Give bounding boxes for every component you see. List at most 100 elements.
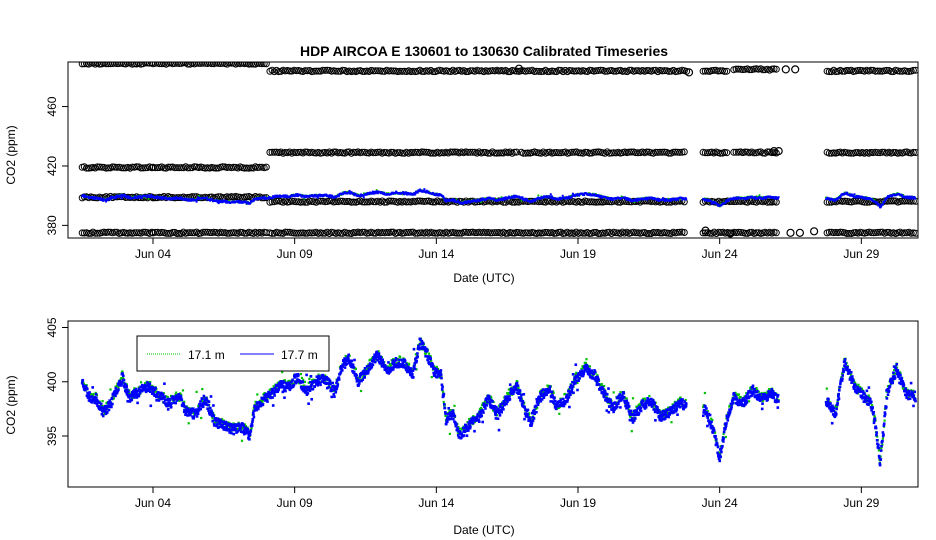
- calibration-point: [661, 67, 669, 75]
- calibration-point: [513, 198, 521, 206]
- calibration-point: [98, 62, 106, 68]
- calibration-point: [449, 148, 457, 156]
- calibration-point: [175, 62, 183, 67]
- trace-point: [209, 199, 212, 202]
- calibration-point: [625, 66, 633, 74]
- trace-point: [502, 198, 505, 201]
- trace-point: [84, 384, 88, 388]
- trace-point: [626, 199, 629, 201]
- trace-point: [668, 198, 671, 201]
- trace-point: [354, 367, 357, 371]
- trace-point: [529, 201, 532, 204]
- trace-point: [684, 197, 687, 200]
- trace-point: [202, 396, 206, 400]
- calibration-point: [414, 197, 422, 205]
- trace-point: [122, 193, 125, 196]
- trace-point: [906, 197, 909, 200]
- trace-point: [548, 195, 551, 198]
- trace-point: [561, 197, 564, 199]
- trace-point: [371, 192, 374, 195]
- trace-point: [303, 197, 306, 200]
- calibration-point: [508, 198, 516, 206]
- trace-point: [425, 351, 428, 354]
- trace-point: [571, 194, 574, 197]
- calibration-point: [372, 67, 380, 75]
- calibration-point: [394, 149, 402, 157]
- calibration-point: [716, 149, 724, 157]
- trace-point: [636, 197, 639, 200]
- trace-point: [736, 197, 739, 200]
- calibration-point: [912, 66, 918, 74]
- trace-point: [746, 197, 749, 200]
- calibration-point: [555, 66, 563, 74]
- trace-point: [362, 196, 365, 199]
- trace-point: [629, 416, 632, 419]
- trace-point: [427, 352, 431, 355]
- calibration-point: [493, 149, 501, 157]
- calibration-point: [699, 229, 707, 237]
- calibration-point: [102, 164, 110, 172]
- calibration-point: [102, 62, 110, 68]
- trace-point: [124, 387, 127, 390]
- calibration-point: [251, 62, 259, 68]
- calibration-point: [212, 164, 220, 172]
- calibration-point: [594, 198, 602, 206]
- trace-point: [152, 195, 155, 198]
- calibration-point: [464, 229, 472, 236]
- trace-point: [532, 198, 535, 201]
- trace-point: [501, 199, 504, 201]
- calibration-point: [759, 66, 767, 74]
- trace-point: [671, 403, 674, 406]
- calibration-point: [658, 148, 666, 156]
- calibration-point: [429, 198, 437, 206]
- trace-point: [873, 200, 876, 203]
- trace-point: [195, 200, 198, 203]
- trace-point: [576, 381, 579, 385]
- trace-point: [438, 193, 441, 196]
- calibration-point: [541, 228, 549, 236]
- trace-point: [191, 198, 194, 201]
- calibration-point: [721, 67, 729, 75]
- trace-point: [414, 192, 417, 195]
- calibration-point: [597, 198, 604, 206]
- trace-point: [567, 388, 570, 391]
- trace-point: [449, 409, 452, 412]
- trace-point: [533, 199, 536, 202]
- calibration-point: [370, 229, 377, 237]
- calibration-point: [845, 229, 853, 237]
- x-tick-label: Jun 19: [560, 496, 596, 510]
- y-tick-label: 460: [45, 96, 59, 116]
- trace-point: [122, 194, 124, 197]
- calibration-point: [586, 230, 593, 237]
- trace-point: [645, 196, 648, 199]
- trace-point: [154, 390, 157, 393]
- calibration-point: [466, 148, 474, 156]
- trace-point: [263, 392, 266, 395]
- trace-point: [645, 198, 647, 201]
- trace-point: [315, 194, 318, 197]
- trace-point: [597, 194, 600, 197]
- trace-point: [91, 386, 94, 389]
- trace-point: [354, 193, 357, 196]
- trace-point: [550, 392, 553, 395]
- calibration-point: [96, 163, 104, 171]
- trace-point: [611, 197, 614, 200]
- trace-point: [168, 197, 171, 200]
- stray-point: [791, 65, 800, 74]
- calibration-point: [308, 229, 316, 237]
- calibration-point: [254, 164, 262, 171]
- trace-point: [756, 195, 759, 198]
- trace-point: [425, 189, 428, 192]
- trace-point: [188, 199, 191, 202]
- calibration-point: [334, 67, 342, 75]
- calibration-point: [164, 62, 172, 67]
- trace-point: [873, 416, 876, 419]
- trace-point: [424, 352, 427, 356]
- trace-point: [408, 362, 411, 365]
- trace-point: [374, 358, 377, 361]
- trace-point: [352, 192, 355, 195]
- calibration-point: [164, 229, 172, 237]
- trace-point: [318, 193, 321, 196]
- calibration-point: [256, 163, 264, 171]
- trace-point: [743, 198, 746, 201]
